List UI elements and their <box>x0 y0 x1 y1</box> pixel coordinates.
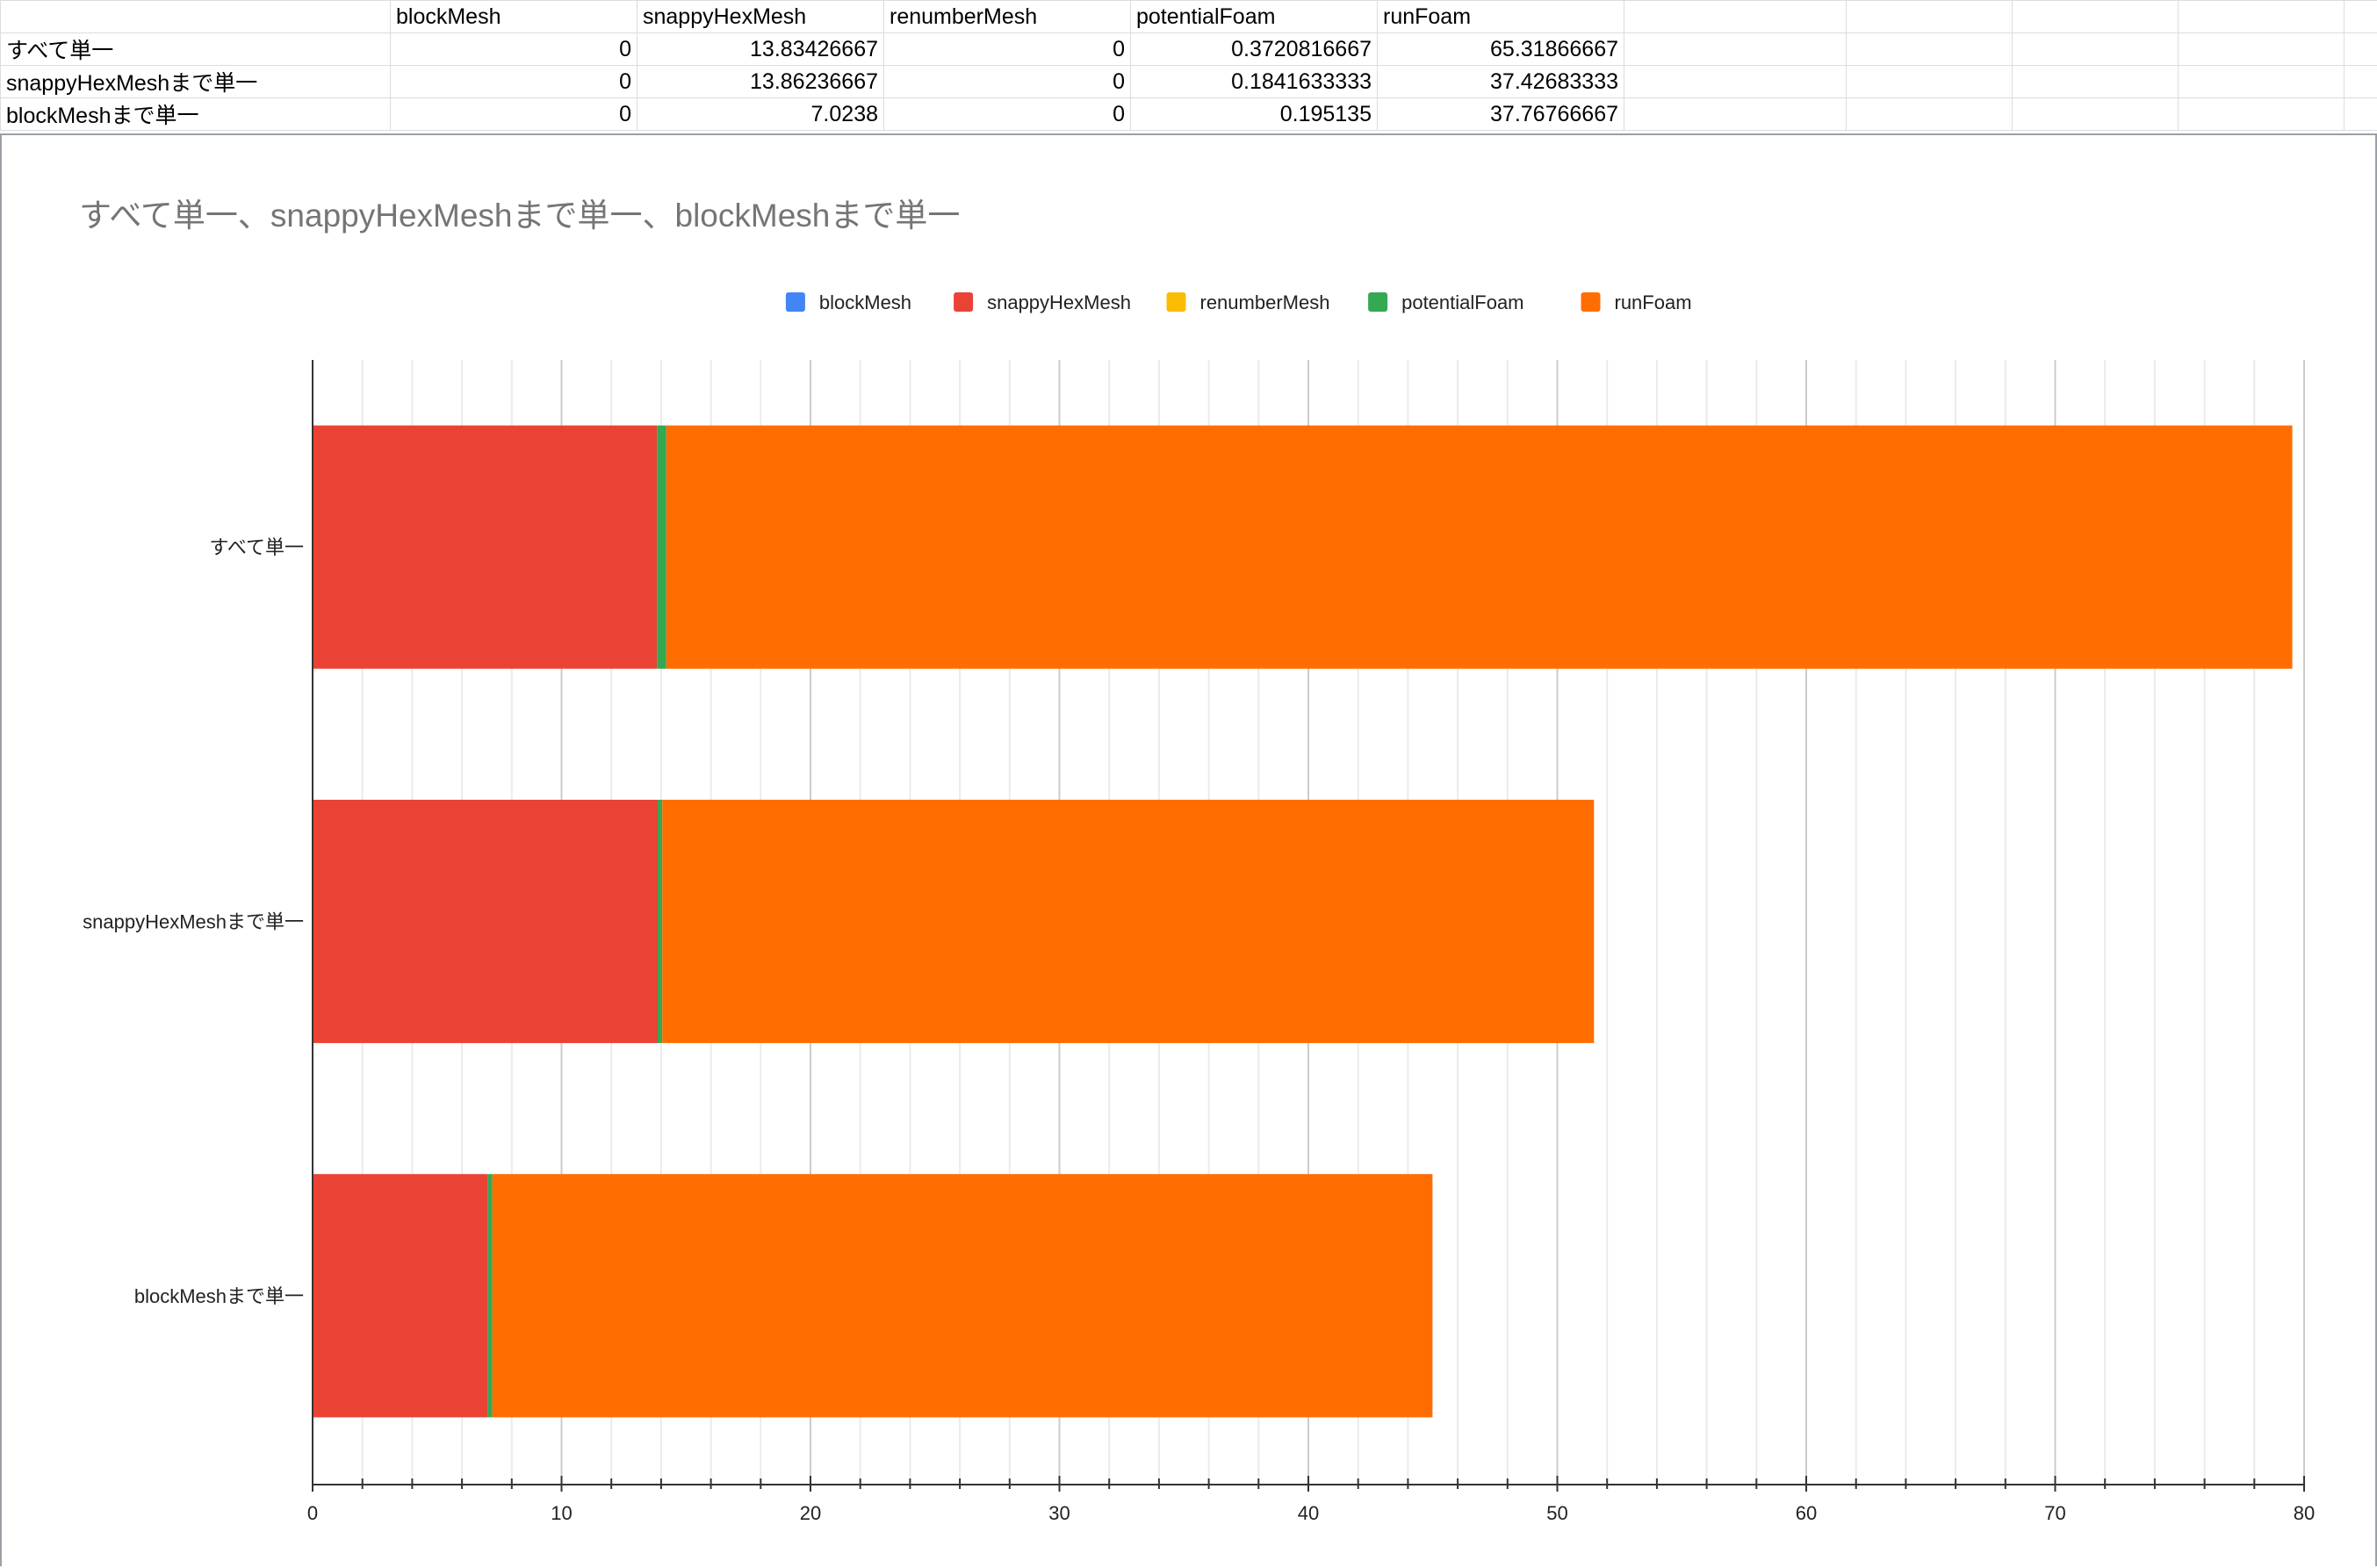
empty-cell[interactable] <box>2013 66 2179 98</box>
empty-cell[interactable] <box>2345 1 2377 33</box>
stacked-bar-chart: すべて単一 snappyHexMeshまで単一 blockMeshまで単一 0 10 20… <box>2 135 2375 1568</box>
bar-segment-runFoam[interactable] <box>493 1174 1433 1417</box>
empty-cell[interactable] <box>1847 66 2013 98</box>
legend-swatch-blockMesh[interactable] <box>786 292 805 312</box>
value-cell[interactable]: 0 <box>884 66 1131 98</box>
row-label-cell[interactable]: すべて単一 <box>1 33 391 66</box>
legend-label-potentialFoam[interactable]: potentialFoam <box>1401 291 1523 313</box>
spreadsheet-table: blockMesh snappyHexMesh renumberMesh pot… <box>0 0 2377 131</box>
value-cell[interactable]: 0 <box>391 66 637 98</box>
empty-cell[interactable] <box>2345 66 2377 98</box>
chart-title: すべて単一、snappyHexMeshまで単一、blockMeshまで単一 <box>79 198 960 234</box>
legend-swatch-potentialFoam[interactable] <box>1368 292 1387 312</box>
empty-cell[interactable] <box>1624 66 1847 98</box>
value-cell[interactable]: 0 <box>391 33 637 66</box>
bar-segment-snappyHexMesh[interactable] <box>313 1174 487 1417</box>
x-tick-label: 60 <box>1796 1502 1817 1524</box>
legend-swatch-renumberMesh[interactable] <box>1167 292 1186 312</box>
category-label: snappyHexMeshまで単一 <box>83 911 304 933</box>
empty-cell[interactable] <box>1847 33 2013 66</box>
x-tick-label: 50 <box>1546 1502 1567 1524</box>
chart-container[interactable]: すべて単一 snappyHexMeshまで単一 blockMeshまで単一 0 10 20… <box>0 133 2377 1566</box>
value-cell[interactable]: 37.42683333 <box>1378 66 1624 98</box>
empty-cell[interactable] <box>2179 98 2345 131</box>
bar-segment-potentialFoam[interactable] <box>658 800 662 1043</box>
value-cell[interactable]: 65.31866667 <box>1378 33 1624 66</box>
legend-label-renumberMesh[interactable]: renumberMesh <box>1200 291 1330 313</box>
value-cell[interactable]: 7.0238 <box>637 98 884 131</box>
x-tick-label: 80 <box>2294 1502 2315 1524</box>
category-label: すべて単一 <box>209 536 304 558</box>
header-cell-potentialfoam[interactable]: potentialFoam <box>1131 1 1378 33</box>
empty-cell[interactable] <box>1847 98 2013 131</box>
table-row: snappyHexMeshまで単一 0 13.86236667 0 0.1841… <box>1 66 2377 98</box>
legend-label-snappyHexMesh[interactable]: snappyHexMesh <box>987 291 1131 313</box>
empty-cell[interactable] <box>1624 98 1847 131</box>
value-cell[interactable]: 37.76766667 <box>1378 98 1624 131</box>
bar-segment-runFoam[interactable] <box>662 800 1594 1043</box>
x-tick-label: 0 <box>307 1502 318 1524</box>
legend-label-runFoam[interactable]: runFoam <box>1615 291 1692 313</box>
empty-cell[interactable] <box>1624 33 1847 66</box>
empty-cell[interactable] <box>1624 1 1847 33</box>
header-row: blockMesh snappyHexMesh renumberMesh pot… <box>1 1 2377 33</box>
row-label-cell[interactable]: blockMeshまで単一 <box>1 98 391 131</box>
value-cell[interactable]: 0.1841633333 <box>1131 66 1378 98</box>
table-row: blockMeshまで単一 0 7.0238 0 0.195135 37.767… <box>1 98 2377 131</box>
value-cell[interactable]: 13.86236667 <box>637 66 884 98</box>
x-tick-label: 20 <box>800 1502 821 1524</box>
bar-segment-runFoam[interactable] <box>666 426 2293 669</box>
value-cell[interactable]: 0 <box>884 33 1131 66</box>
x-tick-label: 30 <box>1048 1502 1070 1524</box>
x-tick-label: 40 <box>1298 1502 1319 1524</box>
empty-cell[interactable] <box>2013 1 2179 33</box>
legend-swatch-snappyHexMesh[interactable] <box>954 292 973 312</box>
empty-cell[interactable] <box>2013 98 2179 131</box>
legend-label-blockMesh[interactable]: blockMesh <box>819 291 911 313</box>
empty-cell[interactable] <box>2345 98 2377 131</box>
header-cell-renumbermesh[interactable]: renumberMesh <box>884 1 1131 33</box>
header-cell-snappyhexmesh[interactable]: snappyHexMesh <box>637 1 884 33</box>
empty-cell[interactable] <box>2013 33 2179 66</box>
legend-swatch-runFoam[interactable] <box>1581 292 1601 312</box>
value-cell[interactable]: 0.195135 <box>1131 98 1378 131</box>
empty-cell[interactable] <box>2179 66 2345 98</box>
bar-segment-potentialFoam[interactable] <box>487 1174 493 1417</box>
row-label-cell[interactable]: snappyHexMeshまで単一 <box>1 66 391 98</box>
bar-segment-snappyHexMesh[interactable] <box>313 800 658 1043</box>
x-tick-label: 70 <box>2044 1502 2065 1524</box>
header-cell-corner[interactable] <box>1 1 391 33</box>
x-tick-label: 10 <box>551 1502 572 1524</box>
value-cell[interactable]: 0 <box>391 98 637 131</box>
value-cell[interactable]: 13.83426667 <box>637 33 884 66</box>
empty-cell[interactable] <box>2345 33 2377 66</box>
bar-segment-potentialFoam[interactable] <box>657 426 666 669</box>
value-cell[interactable]: 0.3720816667 <box>1131 33 1378 66</box>
empty-cell[interactable] <box>1847 1 2013 33</box>
empty-cell[interactable] <box>2179 1 2345 33</box>
bar-segment-snappyHexMesh[interactable] <box>313 426 657 669</box>
table-row: すべて単一 0 13.83426667 0 0.3720816667 65.31… <box>1 33 2377 66</box>
category-label: blockMeshまで単一 <box>134 1285 304 1307</box>
header-cell-blockmesh[interactable]: blockMesh <box>391 1 637 33</box>
header-cell-runfoam[interactable]: runFoam <box>1378 1 1624 33</box>
value-cell[interactable]: 0 <box>884 98 1131 131</box>
empty-cell[interactable] <box>2179 33 2345 66</box>
